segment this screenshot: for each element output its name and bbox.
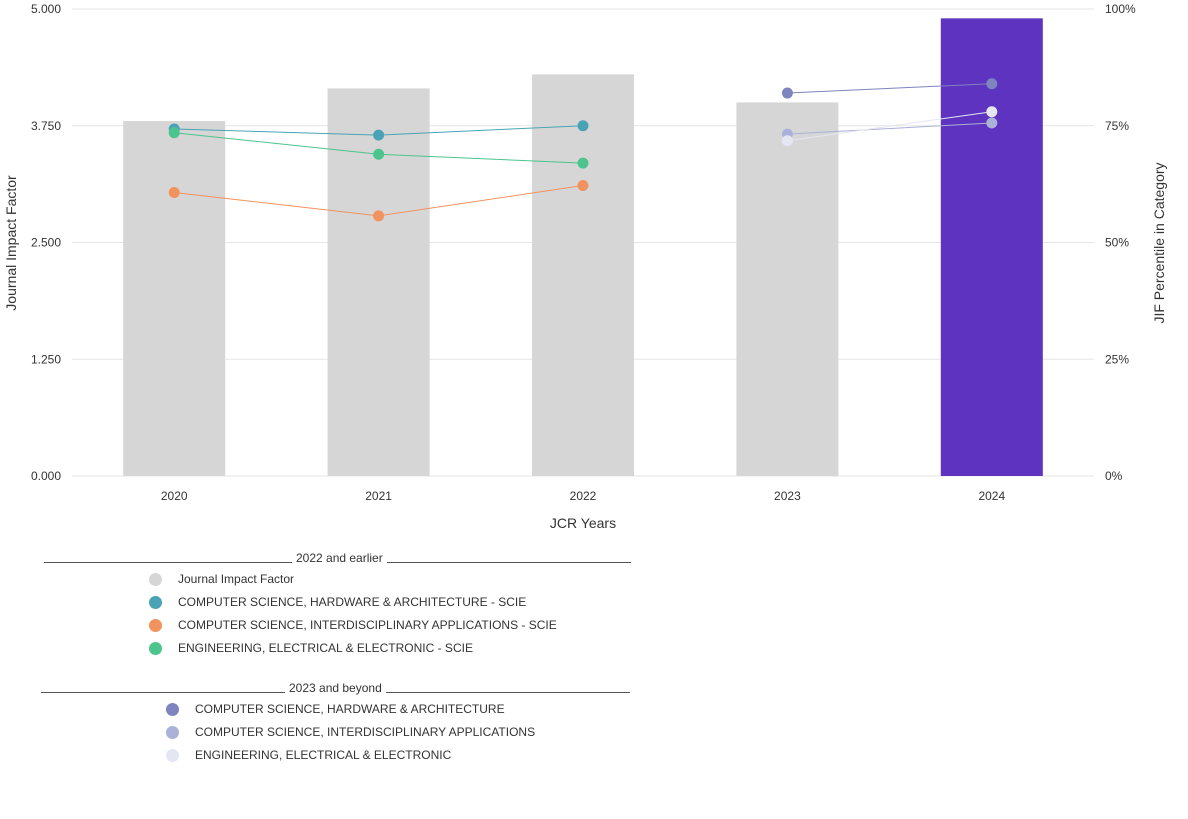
legend-dot-icon [166,726,179,739]
legend-heading-2023-and-beyond: 2023 and beyond [37,678,635,698]
y2-tick-label: 100% [1105,2,1136,16]
series-5 [781,106,998,147]
x-axis-title: JCR Years [550,515,616,531]
y2-tick-label: 75% [1105,119,1129,133]
legend-rule [386,553,631,563]
bar-2021[interactable] [327,88,430,476]
legend-label: COMPUTER SCIENCE, INTERDISCIPLINARY APPL… [178,618,557,632]
legend-dot-icon [149,619,162,632]
x-axis-ticks: 2020 2021 2022 2023 2024 [161,489,1006,503]
x-tick-label: 2024 [978,489,1005,503]
series-point[interactable] [986,78,998,90]
legend-item[interactable]: COMPUTER SCIENCE, HARDWARE & ARCHITECTUR… [166,698,635,721]
y-axis-title: Journal Impact Factor [3,175,19,311]
legend-label: ENGINEERING, ELECTRICAL & ELECTRONIC [195,748,452,762]
legend-rule [385,683,630,693]
legend-label: ENGINEERING, ELECTRICAL & ELECTRONIC - S… [178,641,473,655]
y-axis-ticks: 0.000 1.250 2.500 3.750 5.000 [31,2,61,483]
legend-item[interactable]: COMPUTER SCIENCE, HARDWARE & ARCHITECTUR… [149,591,635,614]
legend-group-2022-and-earlier: 2022 and earlier Journal Impact Factor CO… [40,548,635,660]
legend-item[interactable]: COMPUTER SCIENCE, INTERDISCIPLINARY APPL… [166,721,635,744]
legend-rule [41,683,285,693]
legend-group-title: 2022 and earlier [296,551,383,565]
legend-group-title: 2023 and beyond [289,681,382,695]
bars [123,18,1043,477]
legend-dot-icon [149,642,162,655]
y2-tick-label: 50% [1105,236,1129,250]
y-tick-label: 1.250 [31,352,61,366]
y2-tick-label: 0% [1105,469,1123,483]
series-1 [168,180,589,222]
series-point[interactable] [781,87,793,99]
legend-item[interactable]: Journal Impact Factor [149,568,635,591]
x-tick-label: 2022 [570,489,597,503]
series-line [787,83,992,94]
legend-label: Journal Impact Factor [178,572,295,586]
series-point[interactable] [577,180,589,192]
series-point[interactable] [373,148,385,160]
y-tick-label: 2.500 [31,236,61,250]
legend-rule [44,553,292,563]
series-2 [168,127,589,169]
legend-item[interactable]: ENGINEERING, ELECTRICAL & ELECTRONIC - S… [149,637,635,660]
y2-axis-title: JIF Percentile in Category [1151,162,1167,323]
legend-item[interactable]: COMPUTER SCIENCE, INTERDISCIPLINARY APPL… [149,614,635,637]
legend-label: COMPUTER SCIENCE, HARDWARE & ARCHITECTUR… [178,595,527,609]
series-point[interactable] [373,210,385,222]
legend-dot-icon [166,703,179,716]
series-lines [168,78,998,222]
series-line [787,111,992,142]
series-line [787,122,992,135]
y-tick-label: 0.000 [31,469,61,483]
legend-label: COMPUTER SCIENCE, INTERDISCIPLINARY APPL… [195,725,536,739]
x-tick-label: 2021 [365,489,392,503]
legend-group-2023-and-beyond: 2023 and beyond COMPUTER SCIENCE, HARDWA… [40,678,635,767]
series-point[interactable] [168,127,180,139]
jif-chart: 0.000 1.250 2.500 3.750 5.000 0% 25% 50% 75% 100… [3,2,1167,531]
y-tick-label: 3.750 [31,119,61,133]
x-tick-label: 2020 [161,489,188,503]
legend: 2022 and earlier Journal Impact Factor CO… [40,548,635,785]
bar-2020[interactable] [123,121,226,476]
series-3 [781,78,998,99]
series-point[interactable] [168,187,180,199]
series-point[interactable] [373,129,385,141]
series-point[interactable] [781,135,793,147]
y2-axis-ticks: 0% 25% 50% 75% 100% [1105,2,1136,483]
bar-2022[interactable] [532,74,634,476]
y-tick-label: 5.000 [31,2,61,16]
series-point[interactable] [577,157,589,169]
bar-2023[interactable] [736,102,839,477]
legend-dot-icon [166,749,179,762]
legend-dot-icon [149,596,162,609]
series-point[interactable] [986,106,998,118]
legend-dot-icon [149,573,162,586]
series-point[interactable] [986,117,998,129]
x-tick-label: 2023 [774,489,801,503]
legend-label: COMPUTER SCIENCE, HARDWARE & ARCHITECTUR… [195,702,505,716]
legend-item[interactable]: ENGINEERING, ELECTRICAL & ELECTRONIC [166,744,635,767]
y2-tick-label: 25% [1105,352,1129,366]
legend-heading-2022-and-earlier: 2022 and earlier [40,548,635,568]
bar-2024[interactable] [940,18,1043,477]
series-point[interactable] [577,120,589,132]
